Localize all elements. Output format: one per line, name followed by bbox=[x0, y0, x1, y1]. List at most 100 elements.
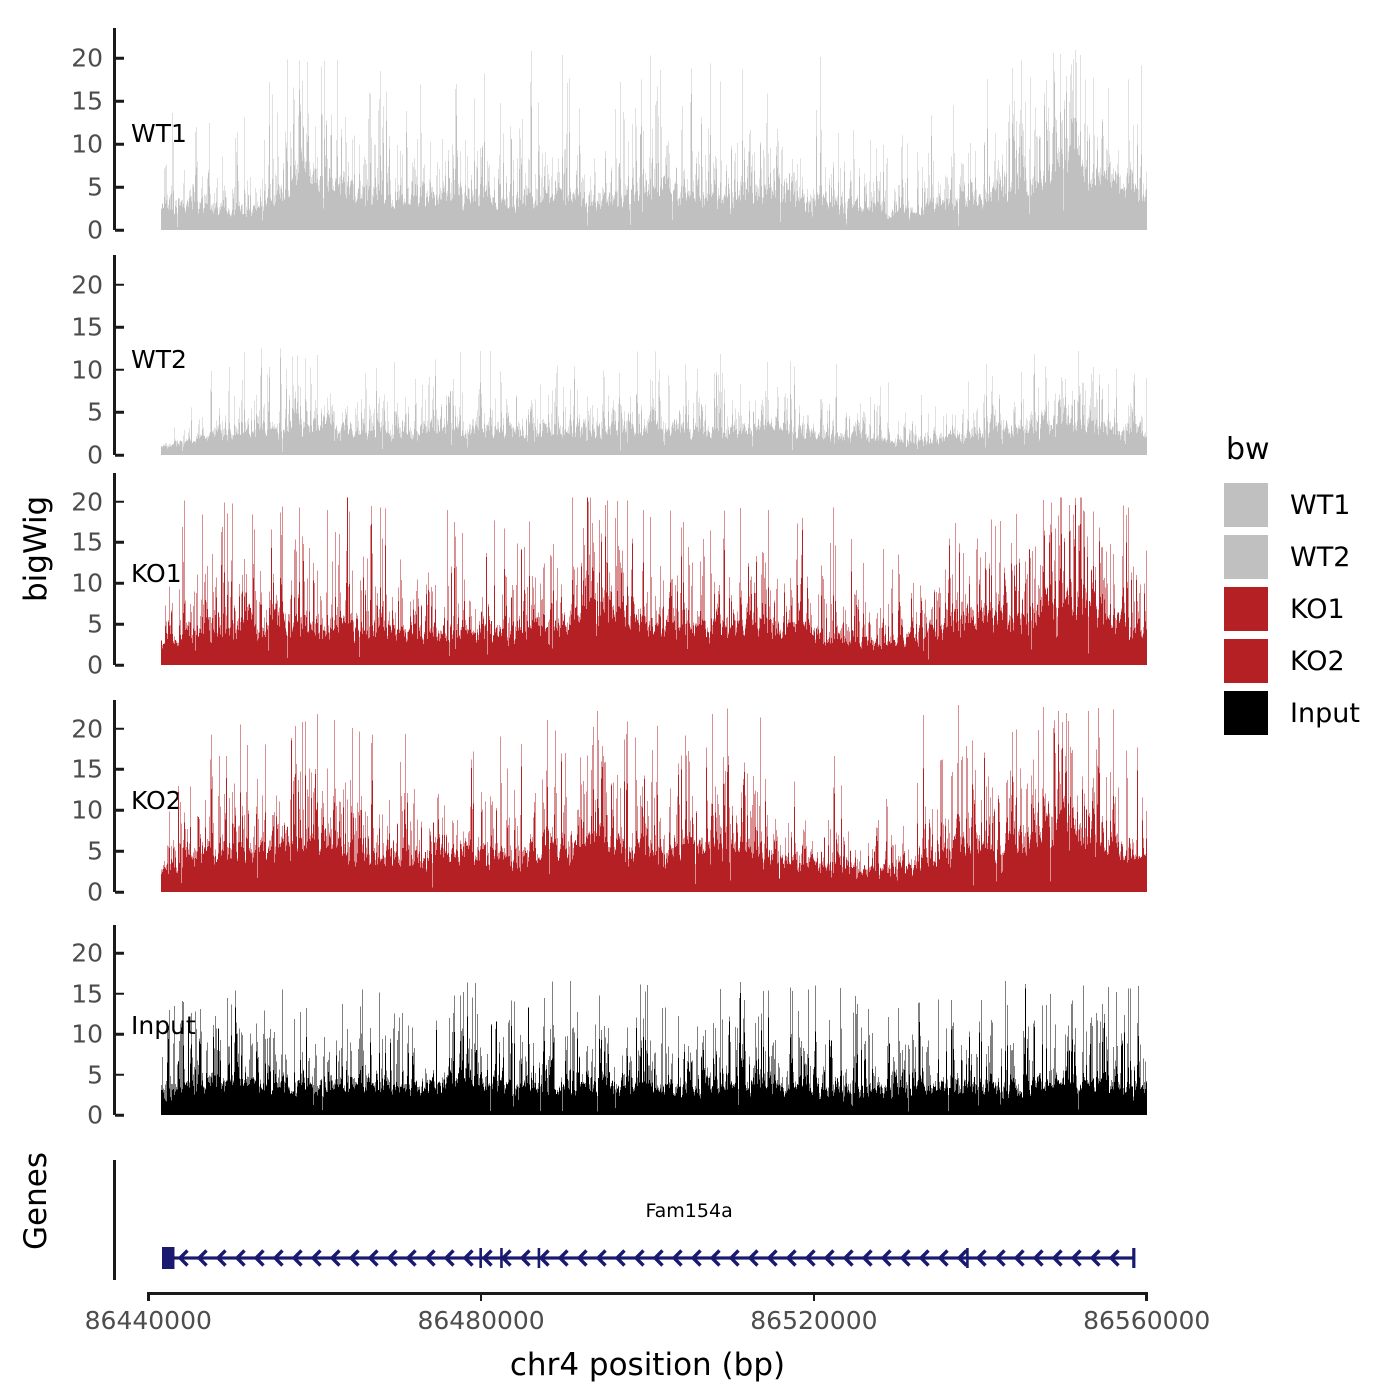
x-tick-mark bbox=[147, 1292, 150, 1301]
y-tick-label: 10 bbox=[71, 355, 103, 385]
legend-item-label: WT1 bbox=[1290, 489, 1351, 521]
x-tick-mark bbox=[479, 1292, 483, 1301]
track-panel-input: 0 5 10 15 20 Input bbox=[71, 925, 1180, 1130]
legend-title: bw bbox=[1226, 432, 1270, 467]
y-tick-mark bbox=[115, 809, 124, 812]
y-tick-mark bbox=[115, 768, 124, 771]
legend-item-wt1[interactable]: WT1 bbox=[1224, 479, 1360, 531]
y-tick-mark bbox=[115, 283, 124, 287]
y-tick-label: 0 bbox=[87, 877, 103, 907]
legend-item-ko1[interactable]: KO1 bbox=[1224, 583, 1360, 635]
y-tick-mark bbox=[115, 727, 124, 730]
x-tick-label: 86480000 bbox=[417, 1306, 545, 1335]
y-tick-mark bbox=[115, 1073, 124, 1076]
legend-item-label: Input bbox=[1290, 697, 1360, 729]
y-tick-mark bbox=[115, 185, 124, 189]
y-tick-mark bbox=[115, 228, 124, 232]
y-tick-label: 15 bbox=[71, 527, 103, 557]
track-panel-ko2: 0 5 10 15 20 KO2 bbox=[71, 700, 1180, 907]
x-tick-label: 86440000 bbox=[84, 1306, 212, 1335]
y-tick-label: 20 bbox=[71, 270, 103, 300]
legend-item-label: KO2 bbox=[1290, 645, 1345, 677]
y-tick-label: 15 bbox=[71, 312, 103, 342]
y-tick-mark bbox=[115, 890, 124, 894]
y-tick-mark bbox=[115, 326, 124, 329]
legend-item-wt2[interactable]: WT2 bbox=[1224, 531, 1360, 583]
x-axis-title: chr4 position (bp) bbox=[509, 1347, 786, 1383]
coverage-area-wt1 bbox=[160, 49, 1147, 230]
legend-item-input[interactable]: Input bbox=[1224, 687, 1360, 739]
legend-item-label: WT2 bbox=[1290, 541, 1351, 573]
legend-color-swatch bbox=[1224, 691, 1268, 735]
y-tick-mark bbox=[115, 582, 124, 585]
track-panel-wt2: 0 5 10 15 20 WT2 bbox=[71, 255, 1180, 470]
y-tick-label: 20 bbox=[71, 714, 103, 744]
y-tick-label: 15 bbox=[71, 979, 103, 1009]
y-tick-label: 10 bbox=[71, 795, 103, 825]
y-tick-label: 20 bbox=[71, 487, 103, 517]
track-label-ko2: KO2 bbox=[131, 786, 182, 816]
coverage-area-ko2 bbox=[160, 704, 1147, 892]
coverage-area-input bbox=[160, 980, 1147, 1115]
panel-axis-line bbox=[113, 255, 116, 455]
y-tick-mark bbox=[115, 541, 124, 544]
gene-track-panel: Fam154a bbox=[113, 1160, 1180, 1280]
panel-axis-line bbox=[113, 925, 116, 1115]
y-tick-label: 5 bbox=[87, 836, 103, 866]
gene-panel-axis-line bbox=[113, 1160, 116, 1280]
y-tick-mark bbox=[115, 952, 124, 955]
legend-color-swatch bbox=[1224, 483, 1268, 527]
gene-model-fam154a[interactable] bbox=[158, 1241, 1144, 1275]
y-tick-mark bbox=[115, 849, 124, 853]
y-axis-title-genes: Genes bbox=[18, 1152, 54, 1250]
track-panel-wt1: 0 5 10 15 20 WT1 bbox=[71, 28, 1180, 245]
panel-axis-line bbox=[113, 700, 116, 892]
y-tick-label: 10 bbox=[71, 129, 103, 159]
y-tick-label: 5 bbox=[87, 397, 103, 427]
y-tick-mark bbox=[115, 99, 124, 103]
panel-axis-line bbox=[113, 473, 116, 665]
y-tick-mark bbox=[115, 1113, 124, 1117]
track-label-ko1: KO1 bbox=[131, 559, 182, 589]
coverage-area-ko1 bbox=[160, 497, 1147, 665]
y-tick-mark bbox=[115, 992, 124, 995]
legend: bw WT1 WT2 KO1 KO2 Input bbox=[1224, 432, 1360, 739]
y-tick-mark bbox=[115, 453, 124, 457]
x-tick-label: 86520000 bbox=[750, 1306, 878, 1335]
y-tick-mark bbox=[115, 142, 124, 146]
y-tick-mark bbox=[115, 622, 124, 626]
legend-item-ko2[interactable]: KO2 bbox=[1224, 635, 1360, 687]
legend-color-swatch bbox=[1224, 587, 1268, 631]
track-label-wt2: WT2 bbox=[131, 345, 187, 374]
y-tick-label: 10 bbox=[71, 568, 103, 598]
x-tick-mark bbox=[812, 1292, 816, 1301]
y-tick-mark bbox=[115, 411, 124, 414]
y-tick-label: 20 bbox=[71, 43, 103, 73]
y-tick-label: 15 bbox=[71, 754, 103, 784]
y-tick-label: 5 bbox=[87, 1060, 103, 1090]
y-tick-mark bbox=[115, 663, 124, 667]
legend-color-swatch bbox=[1224, 639, 1268, 683]
y-tick-label: 5 bbox=[87, 609, 103, 639]
y-tick-mark bbox=[115, 500, 124, 503]
y-tick-mark bbox=[115, 368, 124, 372]
x-axis-line bbox=[148, 1292, 1147, 1295]
y-tick-label: 0 bbox=[87, 440, 103, 470]
track-label-wt1: WT1 bbox=[131, 118, 187, 148]
y-tick-label: 0 bbox=[87, 1100, 103, 1130]
legend-color-swatch bbox=[1224, 535, 1268, 579]
gene-name-label: Fam154a bbox=[645, 1200, 733, 1222]
track-label-input: Input bbox=[131, 1010, 196, 1040]
y-tick-label: 15 bbox=[71, 86, 103, 116]
coverage-area-wt2 bbox=[160, 348, 1147, 455]
x-tick-label: 86560000 bbox=[1083, 1306, 1211, 1335]
y-tick-mark bbox=[115, 56, 124, 60]
y-tick-label: 0 bbox=[87, 650, 103, 680]
track-panel-ko1: 0 5 10 15 20 KO1 bbox=[71, 473, 1180, 680]
y-tick-label: 5 bbox=[87, 172, 103, 202]
y-tick-mark bbox=[115, 1032, 124, 1036]
y-tick-label: 0 bbox=[87, 215, 103, 245]
y-tick-label: 20 bbox=[71, 938, 103, 968]
panel-axis-line bbox=[113, 28, 116, 230]
